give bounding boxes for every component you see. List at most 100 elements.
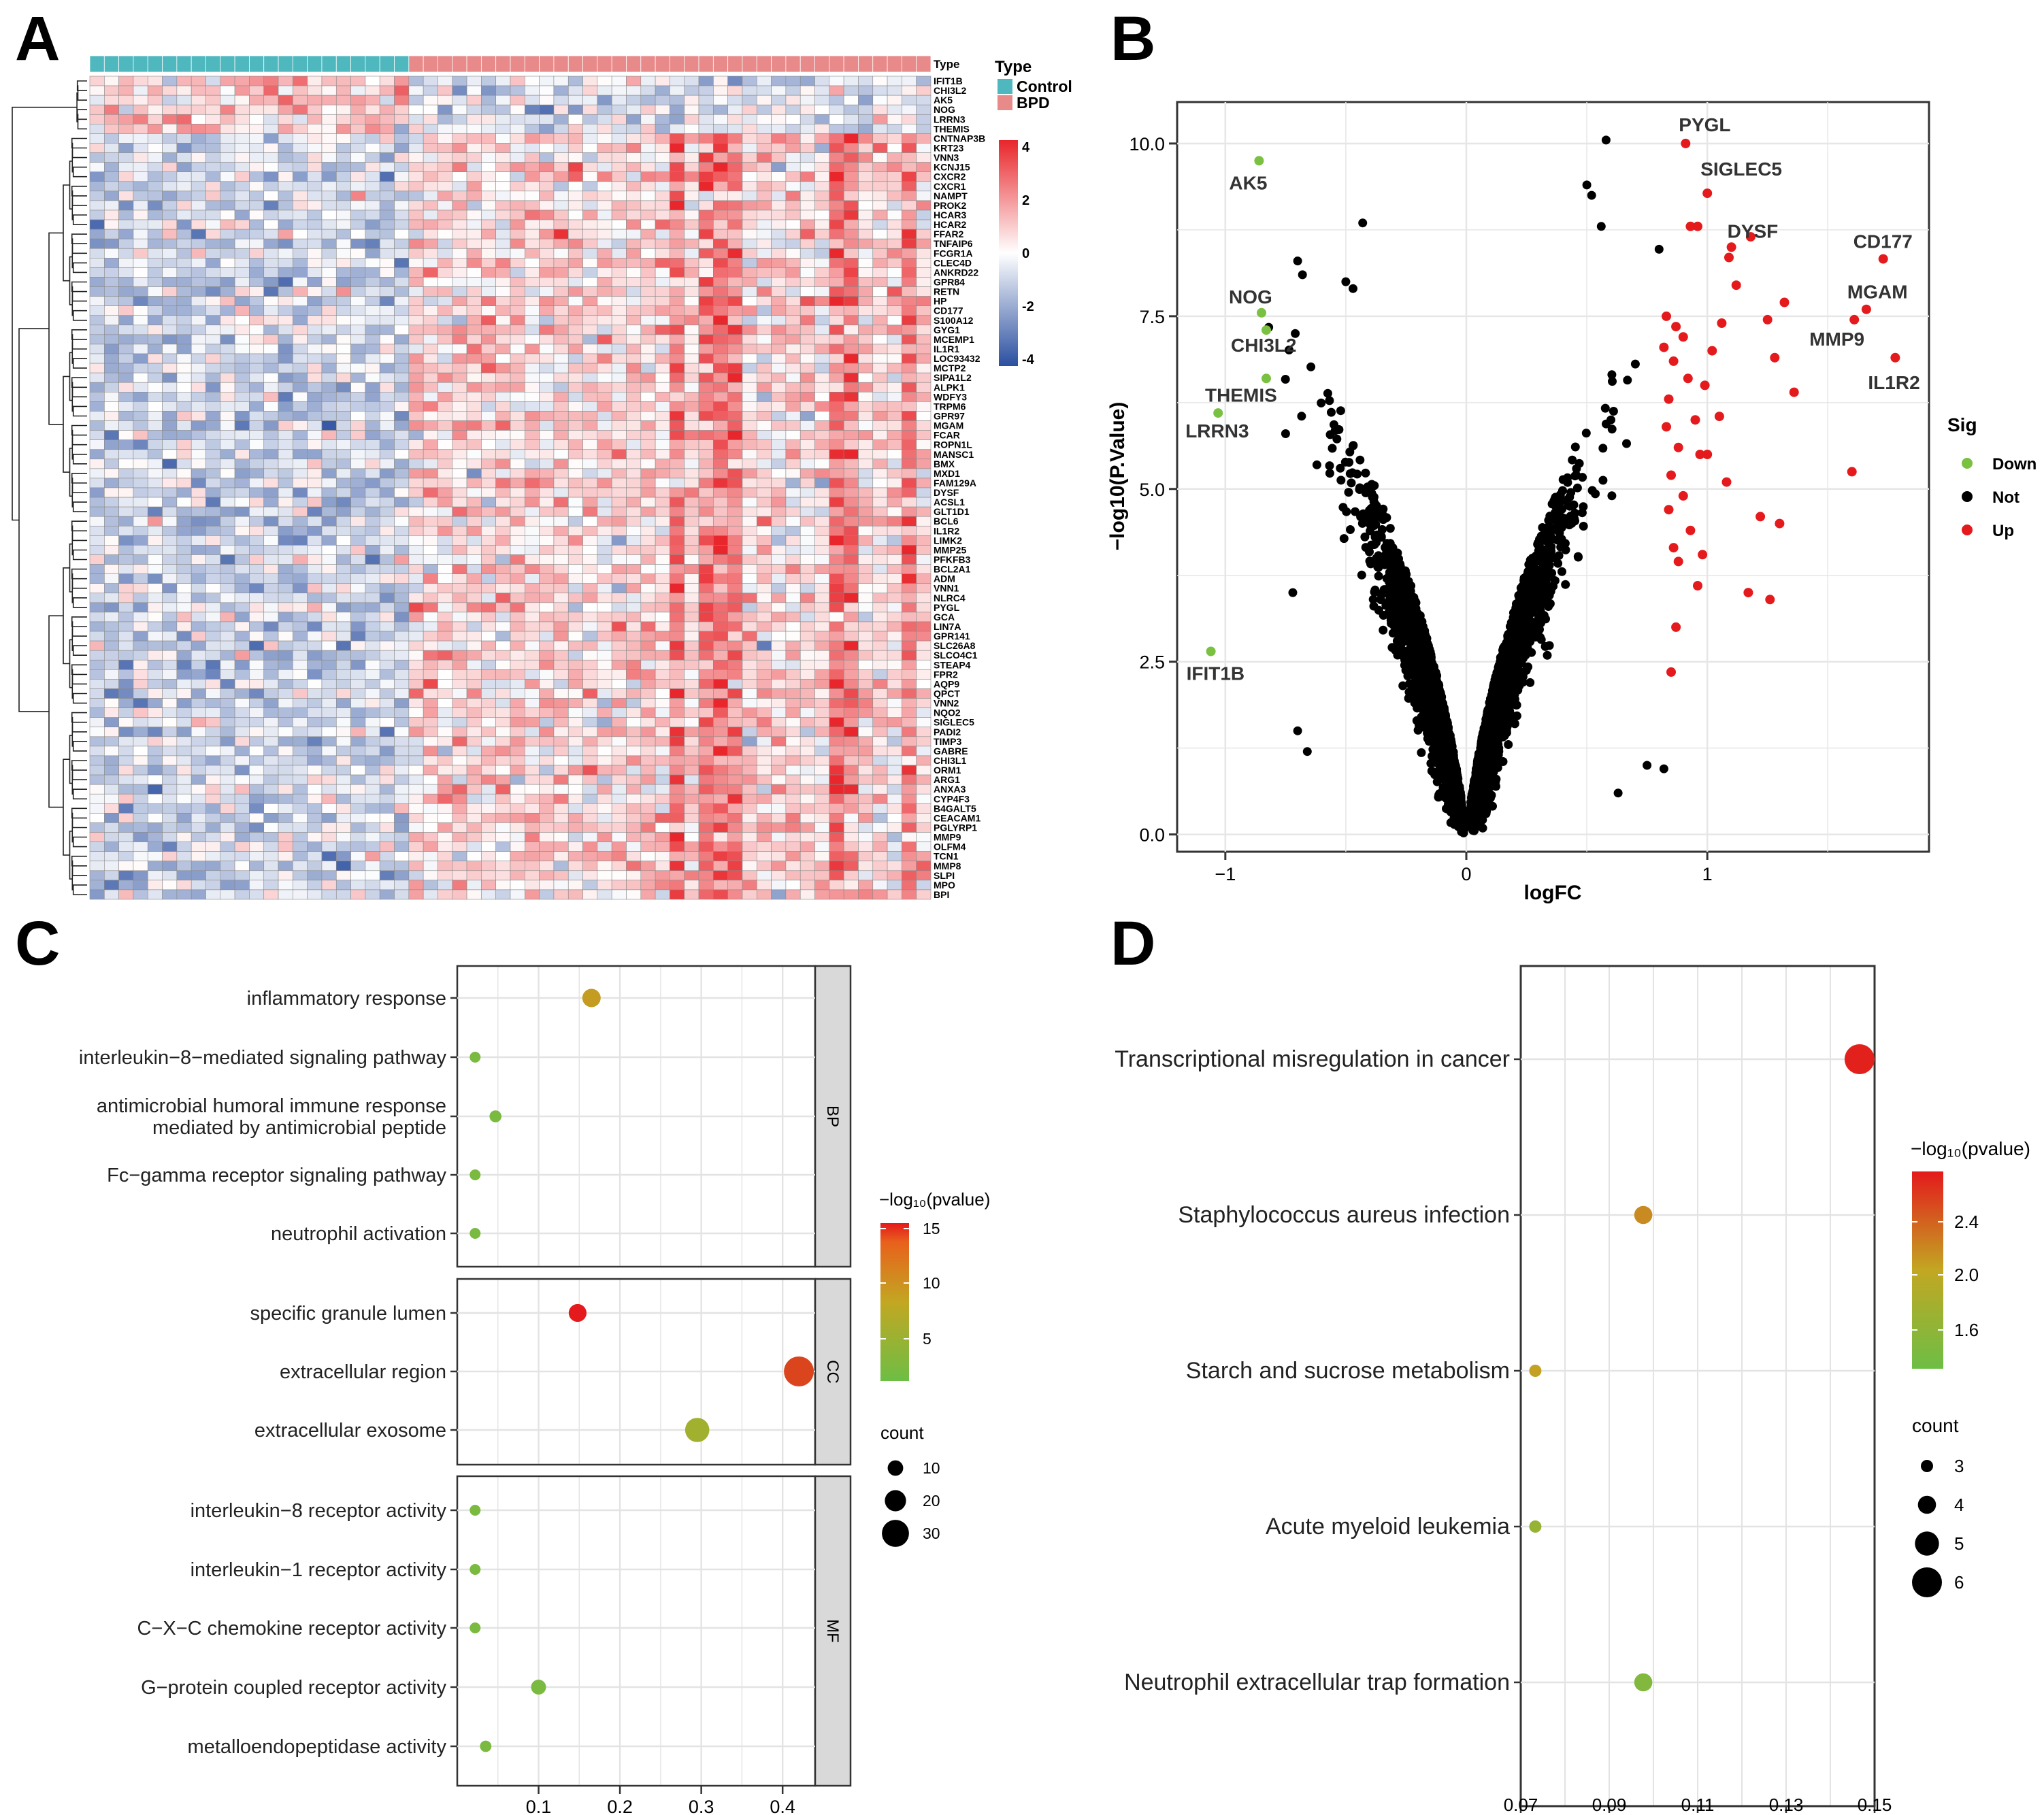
heatmap-cell <box>713 95 728 105</box>
heatmap-cell <box>684 679 699 689</box>
dendrogram-root <box>12 106 78 521</box>
heatmap-cell <box>756 133 772 144</box>
heatmap-cell <box>118 535 134 546</box>
heatmap-cell <box>263 650 279 661</box>
heatmap-cell <box>916 612 932 622</box>
heatmap-cell <box>379 277 395 287</box>
heatmap-cell <box>626 181 642 192</box>
heatmap-cell <box>118 727 134 737</box>
heatmap-cell <box>597 631 612 642</box>
heatmap-cell <box>133 248 148 259</box>
heatmap-cell <box>597 334 612 345</box>
heatmap-cell <box>321 822 337 833</box>
heatmap-cell <box>234 707 250 718</box>
heatmap-cell <box>249 679 265 689</box>
heatmap-cell <box>539 85 555 96</box>
heatmap-cell <box>307 564 323 574</box>
heatmap-cell <box>394 277 410 287</box>
heatmap-cell <box>365 334 380 345</box>
heatmap-cell <box>466 506 482 517</box>
heatmap-cell <box>249 736 265 747</box>
heatmap-cell <box>147 114 163 124</box>
heatmap-cell <box>872 114 888 124</box>
heatmap-cell <box>379 707 395 718</box>
heatmap-cell <box>263 870 279 881</box>
heatmap-cell <box>89 593 105 603</box>
heatmap-cell <box>640 612 656 622</box>
heatmap-cell <box>814 525 830 536</box>
heatmap-cell <box>481 277 496 287</box>
heatmap-cell <box>220 832 235 842</box>
heatmap-cell <box>553 573 569 584</box>
heatmap-cell <box>814 468 830 479</box>
heatmap-cell <box>727 85 743 96</box>
heatmap-cell <box>916 143 932 153</box>
heatmap-cell <box>162 104 178 115</box>
heatmap-cell <box>104 487 119 498</box>
heatmap-cell <box>771 593 787 603</box>
heatmap-cell <box>670 688 685 699</box>
heatmap-cell <box>800 171 815 182</box>
heatmap-cell <box>582 870 598 881</box>
heatmap-cell <box>756 727 772 737</box>
heatmap-cell <box>104 286 119 297</box>
heatmap-cell <box>843 277 859 287</box>
heatmap-cell <box>670 200 685 211</box>
heatmap-cell <box>350 497 366 507</box>
heatmap-cell <box>220 305 235 316</box>
heatmap-cell <box>307 851 323 862</box>
heatmap-cell <box>220 727 235 737</box>
heatmap-cell <box>335 229 351 239</box>
heatmap-cell <box>452 372 467 383</box>
heatmap-cell <box>466 468 482 479</box>
heatmap-cell <box>495 143 511 153</box>
dendrogram-branch <box>72 741 87 752</box>
heatmap-cell <box>814 727 830 737</box>
heatmap-cell <box>785 114 801 124</box>
heatmap-cell <box>104 870 119 881</box>
heatmap-cell <box>626 525 642 536</box>
heatmap-cell <box>640 545 656 555</box>
heatmap-cell <box>800 736 815 747</box>
heatmap-cell <box>597 114 612 124</box>
heatmap-cell <box>539 784 555 795</box>
heatmap-cell <box>278 277 293 287</box>
heatmap-cell <box>902 133 917 144</box>
heatmap-cell <box>335 334 351 345</box>
heatmap-cell <box>698 506 714 517</box>
heatmap-cell <box>408 334 424 345</box>
heatmap-cell <box>438 430 453 440</box>
heatmap-cell <box>394 727 410 737</box>
heatmap-cell <box>872 793 888 804</box>
heatmap-cell <box>872 870 888 881</box>
heatmap-cell <box>379 573 395 584</box>
heatmap-cell <box>263 267 279 278</box>
heatmap-cell <box>220 621 235 632</box>
heatmap-cell <box>220 545 235 555</box>
heatmap-cell <box>525 602 540 613</box>
heatmap-cell <box>394 516 410 527</box>
heatmap-cell <box>293 267 308 278</box>
heatmap-cell <box>742 219 757 230</box>
heatmap-cell <box>89 650 105 661</box>
heatmap-cell <box>423 449 438 460</box>
heatmap-cell <box>481 698 496 708</box>
heatmap-cell <box>756 564 772 574</box>
heatmap-cell <box>118 640 134 651</box>
heatmap-cell <box>335 468 351 479</box>
heatmap-cell <box>263 143 279 153</box>
heatmap-cell <box>104 497 119 507</box>
heatmap-cell <box>205 430 221 440</box>
heatmap-cell <box>597 315 612 326</box>
heatmap-cell <box>611 315 627 326</box>
heatmap-cell <box>350 842 366 852</box>
heatmap-cell <box>293 277 308 287</box>
heatmap-cell <box>626 353 642 364</box>
heatmap-cell <box>466 305 482 316</box>
heatmap-cell <box>510 258 525 268</box>
heatmap-cell <box>423 535 438 546</box>
heatmap-cell <box>829 219 844 230</box>
heatmap-cell <box>916 832 932 842</box>
heatmap-cell <box>582 727 598 737</box>
heatmap-cell <box>684 813 699 823</box>
